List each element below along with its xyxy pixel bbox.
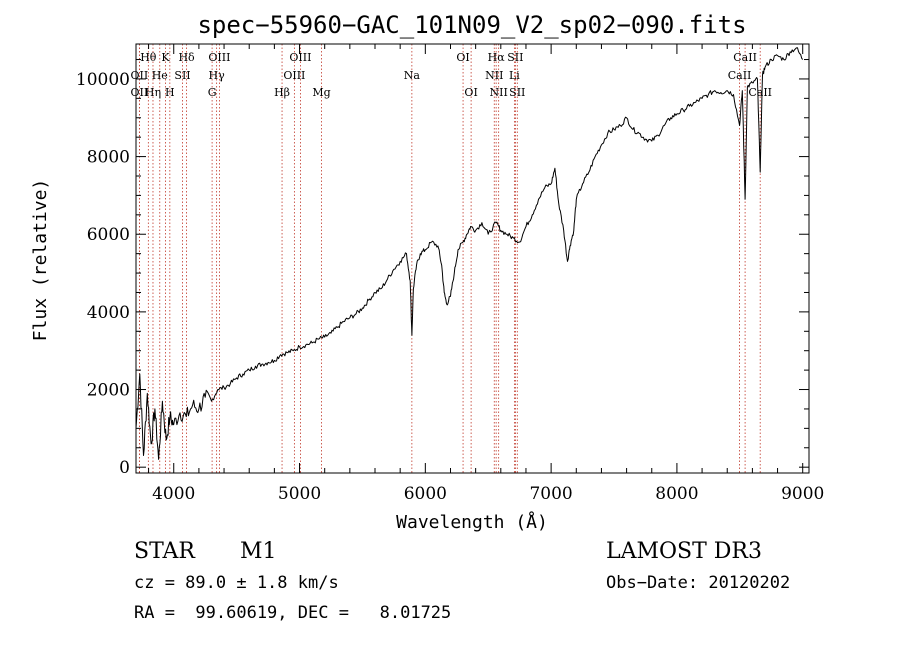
y-tick-label: 8000 [87,148,130,168]
plot-frame [135,43,810,474]
spectral-line-label: SII [174,69,190,82]
y-axis-ticks: 0 2000 4000 6000 8000 10000 [76,59,809,478]
observation-date: Obs−Date: 20120202 [606,573,791,593]
spectral-line-label: OI [464,86,477,99]
spectral-line-label: H [165,86,175,99]
spectral-line-label: Hβ [274,86,290,99]
spectral-line-label: Mg [312,86,330,99]
spectral-line-label: Hα [488,51,506,64]
spectral-line-label: G [208,86,217,99]
coordinates: RA = 99.60619, DEC = 8.01725 [134,603,452,623]
y-tick-label: 6000 [87,225,130,245]
x-tick-label: 4000 [152,484,195,504]
x-tick-label: 9000 [781,484,824,504]
x-tick-label: 7000 [529,484,572,504]
spectral-line-label: CaII [733,51,757,64]
spectral-line-label: NII [485,69,503,82]
survey-name: LAMOST DR3 [606,539,762,564]
spectrum-series-line [135,47,804,460]
object-class: STAR [134,539,195,564]
spectral-line-label: K [161,51,170,64]
spectral-line-label: Hθ [140,51,157,64]
chart-title: spec−55960−GAC_101N09_V2_sp02−090.fits [197,11,746,39]
x-tick-label: 6000 [404,484,447,504]
spectral-line-label: OI [456,51,469,64]
spectral-line-label: Hγ [209,69,226,82]
y-tick-label: 2000 [87,381,130,401]
spectral-line-label: Na [404,69,421,82]
y-axis-label: Flux (relative) [30,179,51,342]
spectral-line-label: SII [509,86,525,99]
spectral-line-label: Li [509,69,520,82]
spectral-line-label: Hη [145,86,161,99]
y-tick-label: 4000 [87,303,130,323]
x-axis-label: Wavelength (Å) [396,511,548,533]
spectral-line-markers [138,44,761,473]
spectral-line-label: OIII [208,51,230,64]
spectral-line-label: OIII [289,51,311,64]
y-tick-label: 10000 [76,70,130,90]
object-subclass: M1 [240,539,277,564]
spectral-line-label: CaII [748,86,772,99]
y-tick-label: 0 [119,458,130,478]
x-tick-label: 8000 [655,484,698,504]
spectral-line-label: SII [507,51,523,64]
spectral-line-label: He [152,69,168,82]
x-axis-ticks: 4000 5000 6000 7000 8000 9000 [148,44,824,504]
spectral-line-label: Hδ [178,51,195,64]
spectral-line-label: OIII [283,69,305,82]
redshift-velocity: cz = 89.0 ± 1.8 km/s [134,573,339,593]
spectral-line-label: OII [131,69,149,82]
spectral-line-label: NII [490,86,508,99]
x-tick-label: 5000 [278,484,321,504]
spectral-line-label: OII [131,86,149,99]
spectral-line-label: CaII [728,69,752,82]
